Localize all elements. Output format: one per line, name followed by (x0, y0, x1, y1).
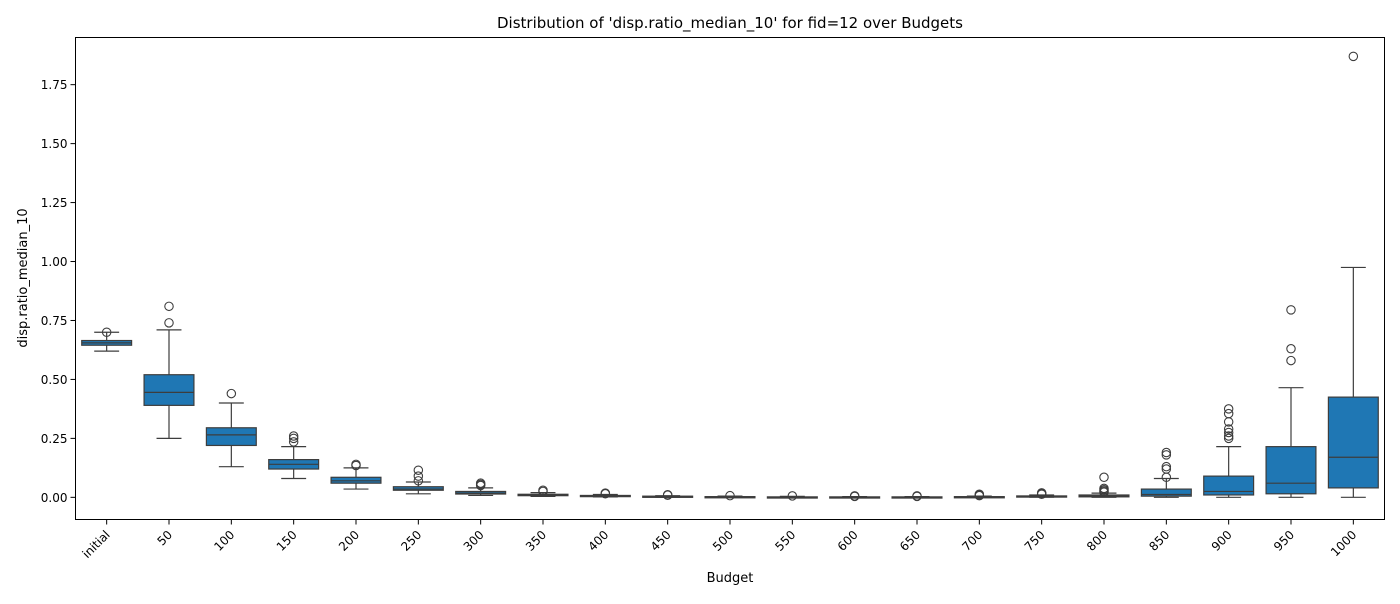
x-tick-label: 450 (648, 528, 674, 554)
x-tick-label: 200 (336, 528, 362, 554)
x-tick-label: 300 (461, 528, 487, 554)
x-tick-label: 700 (959, 528, 985, 554)
x-tick-label: 600 (835, 528, 861, 554)
box-100 (205, 427, 257, 447)
outlier-point (101, 327, 112, 338)
y-tick-label: 0.00 (41, 491, 68, 505)
x-tick-label: 400 (585, 528, 611, 554)
outlier-point (1223, 424, 1234, 434)
x-axis-label: Budget (707, 571, 754, 586)
outlier-point (351, 459, 361, 470)
outlier-point (912, 491, 922, 501)
outlier-point (1286, 305, 1296, 315)
plot-area: 0.00 0.25 0.50 0.75 1.00 1.25 1.50 1.75 initial 5… (41, 51, 1379, 561)
y-tick-label: 1.00 (41, 255, 68, 269)
box-950 (1265, 446, 1317, 495)
outlier-point (413, 476, 424, 486)
x-tick-label: 750 (1022, 528, 1048, 554)
x-tick-label: 250 (398, 528, 424, 554)
y-tick-label: 0.50 (41, 373, 68, 387)
outlier-point (1161, 450, 1172, 460)
outlier-point (1161, 447, 1172, 458)
outlier-point (1099, 483, 1109, 494)
outlier-point (1223, 408, 1234, 419)
outlier-point (849, 491, 860, 501)
x-tick-label: 650 (897, 528, 923, 554)
x-tick-label: 150 (274, 528, 300, 554)
box-900 (1203, 475, 1255, 496)
box-50 (143, 374, 195, 406)
outlier-point (725, 490, 735, 501)
outlier-point (1223, 433, 1234, 444)
x-tick-label: 500 (710, 528, 736, 554)
x-tick-label: 800 (1084, 528, 1110, 554)
outlier-point (1099, 472, 1109, 483)
outlier-point (1223, 427, 1234, 438)
outlier-point (787, 491, 798, 501)
outlier-point (974, 489, 985, 500)
plot-frame (75, 37, 1385, 520)
x-tick-label: 900 (1209, 528, 1235, 554)
outlier-point (1286, 344, 1296, 354)
x-tick-label: initial (80, 528, 113, 561)
y-tick-label: 0.75 (41, 314, 68, 328)
outlier-point (1286, 355, 1296, 366)
outlier-point (1223, 404, 1234, 414)
outlier-point (1348, 51, 1359, 62)
outlier-point (1223, 431, 1234, 441)
outlier-point (1036, 488, 1047, 498)
outlier-point (288, 437, 299, 447)
outlier-point (413, 471, 424, 481)
outlier-point (164, 301, 174, 312)
outlier-point (538, 485, 548, 496)
x-tick-label: 1000 (1328, 528, 1359, 559)
y-tick-label: 1.75 (41, 78, 68, 92)
outlier-point (662, 489, 673, 500)
x-tick-label: 350 (523, 528, 549, 554)
outlier-point (164, 318, 174, 328)
outlier-point (226, 388, 237, 399)
box-850 (1140, 488, 1192, 497)
outlier-point (288, 431, 299, 441)
y-tick-label: 0.25 (41, 432, 68, 446)
outlier-point (475, 478, 486, 488)
outlier-point (600, 488, 611, 498)
outlier-point (1161, 464, 1172, 474)
outlier-point (288, 433, 299, 444)
y-tick-label: 1.50 (41, 137, 68, 151)
chart-title: Distribution of 'disp.ratio_median_10' f… (497, 14, 963, 33)
y-tick-label: 1.25 (41, 196, 68, 210)
box-1000 (1327, 396, 1379, 489)
x-tick-label: 100 (211, 528, 237, 554)
x-tick-label: 50 (154, 528, 175, 549)
x-tick-label: 950 (1271, 528, 1297, 554)
y-axis-label: disp.ratio_median_10 (16, 208, 31, 347)
x-tick-label: 850 (1146, 528, 1172, 554)
x-tick-label: 550 (772, 528, 798, 554)
outlier-point (1161, 461, 1172, 472)
outlier-point (413, 465, 424, 475)
